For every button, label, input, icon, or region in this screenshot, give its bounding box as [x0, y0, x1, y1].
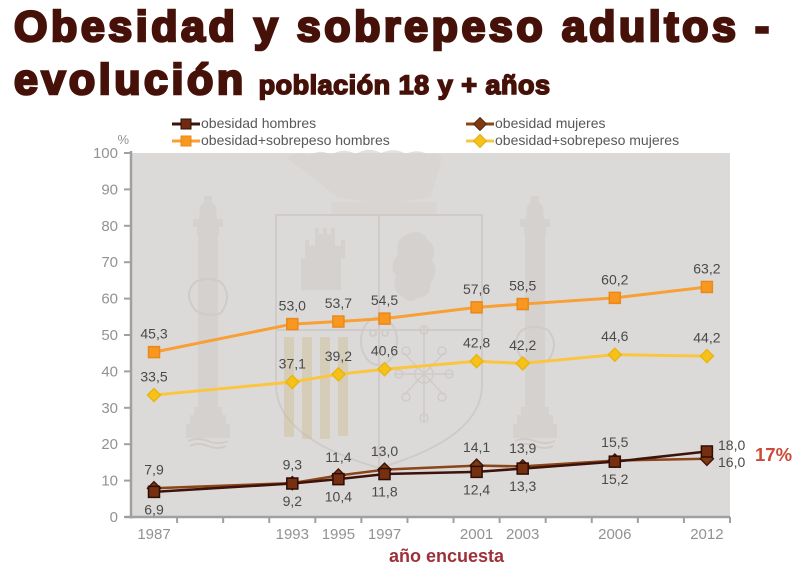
svg-text:10,4: 10,4: [325, 489, 352, 505]
svg-text:13,3: 13,3: [509, 478, 536, 494]
svg-text:6,9: 6,9: [144, 501, 164, 517]
svg-text:54,5: 54,5: [371, 292, 398, 308]
svg-text:1997: 1997: [368, 526, 401, 543]
svg-text:10: 10: [101, 473, 118, 490]
svg-text:37,1: 37,1: [279, 355, 306, 371]
svg-text:13,9: 13,9: [509, 440, 536, 456]
svg-text:2001: 2001: [460, 526, 493, 543]
svg-text:11,8: 11,8: [371, 484, 397, 500]
svg-text:50: 50: [101, 327, 118, 344]
svg-text:57,6: 57,6: [463, 281, 490, 297]
svg-text:40: 40: [101, 363, 118, 380]
svg-text:44,6: 44,6: [601, 328, 628, 344]
svg-text:14,1: 14,1: [463, 439, 490, 455]
svg-text:2012: 2012: [690, 526, 723, 543]
svg-text:100: 100: [93, 145, 118, 162]
svg-text:13,0: 13,0: [371, 443, 398, 459]
svg-text:39,2: 39,2: [325, 348, 352, 364]
svg-text:20: 20: [101, 436, 118, 453]
svg-text:42,8: 42,8: [463, 335, 490, 351]
svg-text:9,3: 9,3: [283, 457, 303, 473]
svg-text:15,2: 15,2: [601, 471, 628, 487]
svg-text:11,4: 11,4: [325, 449, 351, 465]
svg-text:9,2: 9,2: [283, 493, 303, 509]
svg-text:18,0: 18,0: [718, 437, 745, 453]
svg-text:42,2: 42,2: [509, 337, 536, 353]
svg-text:53,7: 53,7: [325, 295, 352, 311]
svg-text:40,6: 40,6: [371, 343, 398, 359]
svg-text:12,4: 12,4: [463, 481, 490, 497]
svg-text:90: 90: [101, 181, 118, 198]
svg-text:30: 30: [101, 400, 118, 417]
svg-text:58,5: 58,5: [509, 278, 536, 294]
svg-text:1993: 1993: [276, 526, 309, 543]
svg-text:44,2: 44,2: [693, 330, 720, 346]
svg-text:0: 0: [110, 509, 118, 526]
svg-text:60: 60: [101, 291, 118, 308]
svg-text:45,3: 45,3: [140, 326, 167, 342]
svg-text:1995: 1995: [322, 526, 355, 543]
svg-text:7,9: 7,9: [144, 462, 164, 478]
svg-text:80: 80: [101, 218, 118, 235]
svg-text:33,5: 33,5: [140, 369, 167, 385]
svg-text:70: 70: [101, 254, 118, 271]
svg-text:1987: 1987: [137, 526, 170, 543]
svg-text:53,0: 53,0: [279, 298, 306, 314]
svg-text:15,5: 15,5: [601, 434, 628, 450]
svg-text:63,2: 63,2: [693, 260, 720, 276]
svg-text:%: %: [117, 132, 129, 147]
svg-text:16,0: 16,0: [718, 454, 745, 470]
svg-text:2003: 2003: [506, 526, 539, 543]
svg-text:60,2: 60,2: [601, 271, 628, 287]
svg-text:2006: 2006: [598, 526, 631, 543]
